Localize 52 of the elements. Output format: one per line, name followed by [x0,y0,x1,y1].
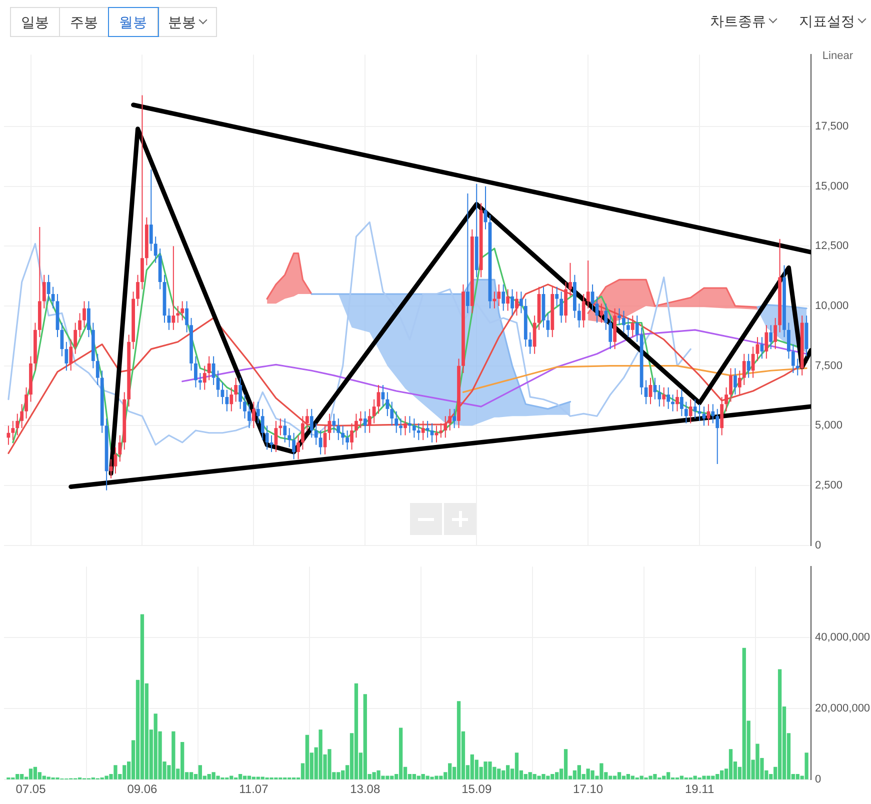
y-tick-label: 15,000 [815,180,849,192]
x-tick-label: 13.08 [350,782,380,796]
bar [242,776,247,780]
bar [514,752,519,780]
text: 차트종류 [710,12,766,31]
bar [28,768,33,780]
bar [33,766,38,780]
bar [728,749,733,780]
y-tick-label: 2,500 [815,480,843,492]
x-tick-label: 09.06 [127,782,158,796]
x-tick-label: 11.07 [239,782,269,796]
text: 주봉 [70,13,98,32]
y-tick-label: 5,000 [815,420,843,432]
y-tick-label: 20,000,000 [815,702,870,715]
x-tick-label: 17.10 [573,782,604,796]
bar [506,765,510,780]
bar [305,734,310,780]
text: 월봉 [119,13,147,32]
bar [398,728,403,780]
bar [140,614,144,780]
bar [456,701,461,780]
y-tick-label: 0 [815,539,822,552]
x-tick-label: 07.05 [16,782,46,796]
bar [412,774,416,780]
bar [354,683,358,780]
bar [680,776,684,780]
bar [238,774,242,780]
bar [666,772,670,780]
text: 분봉 [168,13,196,32]
bar [189,772,194,780]
bar [626,774,630,780]
y-tick-label: 10,000 [815,300,849,312]
bar [252,776,256,780]
text: Linear [822,50,853,62]
y-tick-label: 0 [815,774,822,786]
text: 지표설정 [799,12,855,31]
bar [778,669,782,780]
bar [617,772,622,780]
candlestick [172,246,176,330]
x-tick-label: 19.11 [684,782,714,796]
bar [247,776,252,780]
bar [198,765,202,780]
y-tick-label: 7,500 [815,360,843,372]
text: 일봉 [21,13,49,32]
bar [564,749,568,780]
bar [622,776,626,780]
bar [612,776,617,780]
y-tick-label: 17,500 [815,120,849,132]
x-tick-label: 15.09 [462,782,492,796]
bar [804,752,808,780]
y-tick-label: 40,000,000 [815,632,870,644]
y-tick-label: 12,500 [815,240,849,252]
